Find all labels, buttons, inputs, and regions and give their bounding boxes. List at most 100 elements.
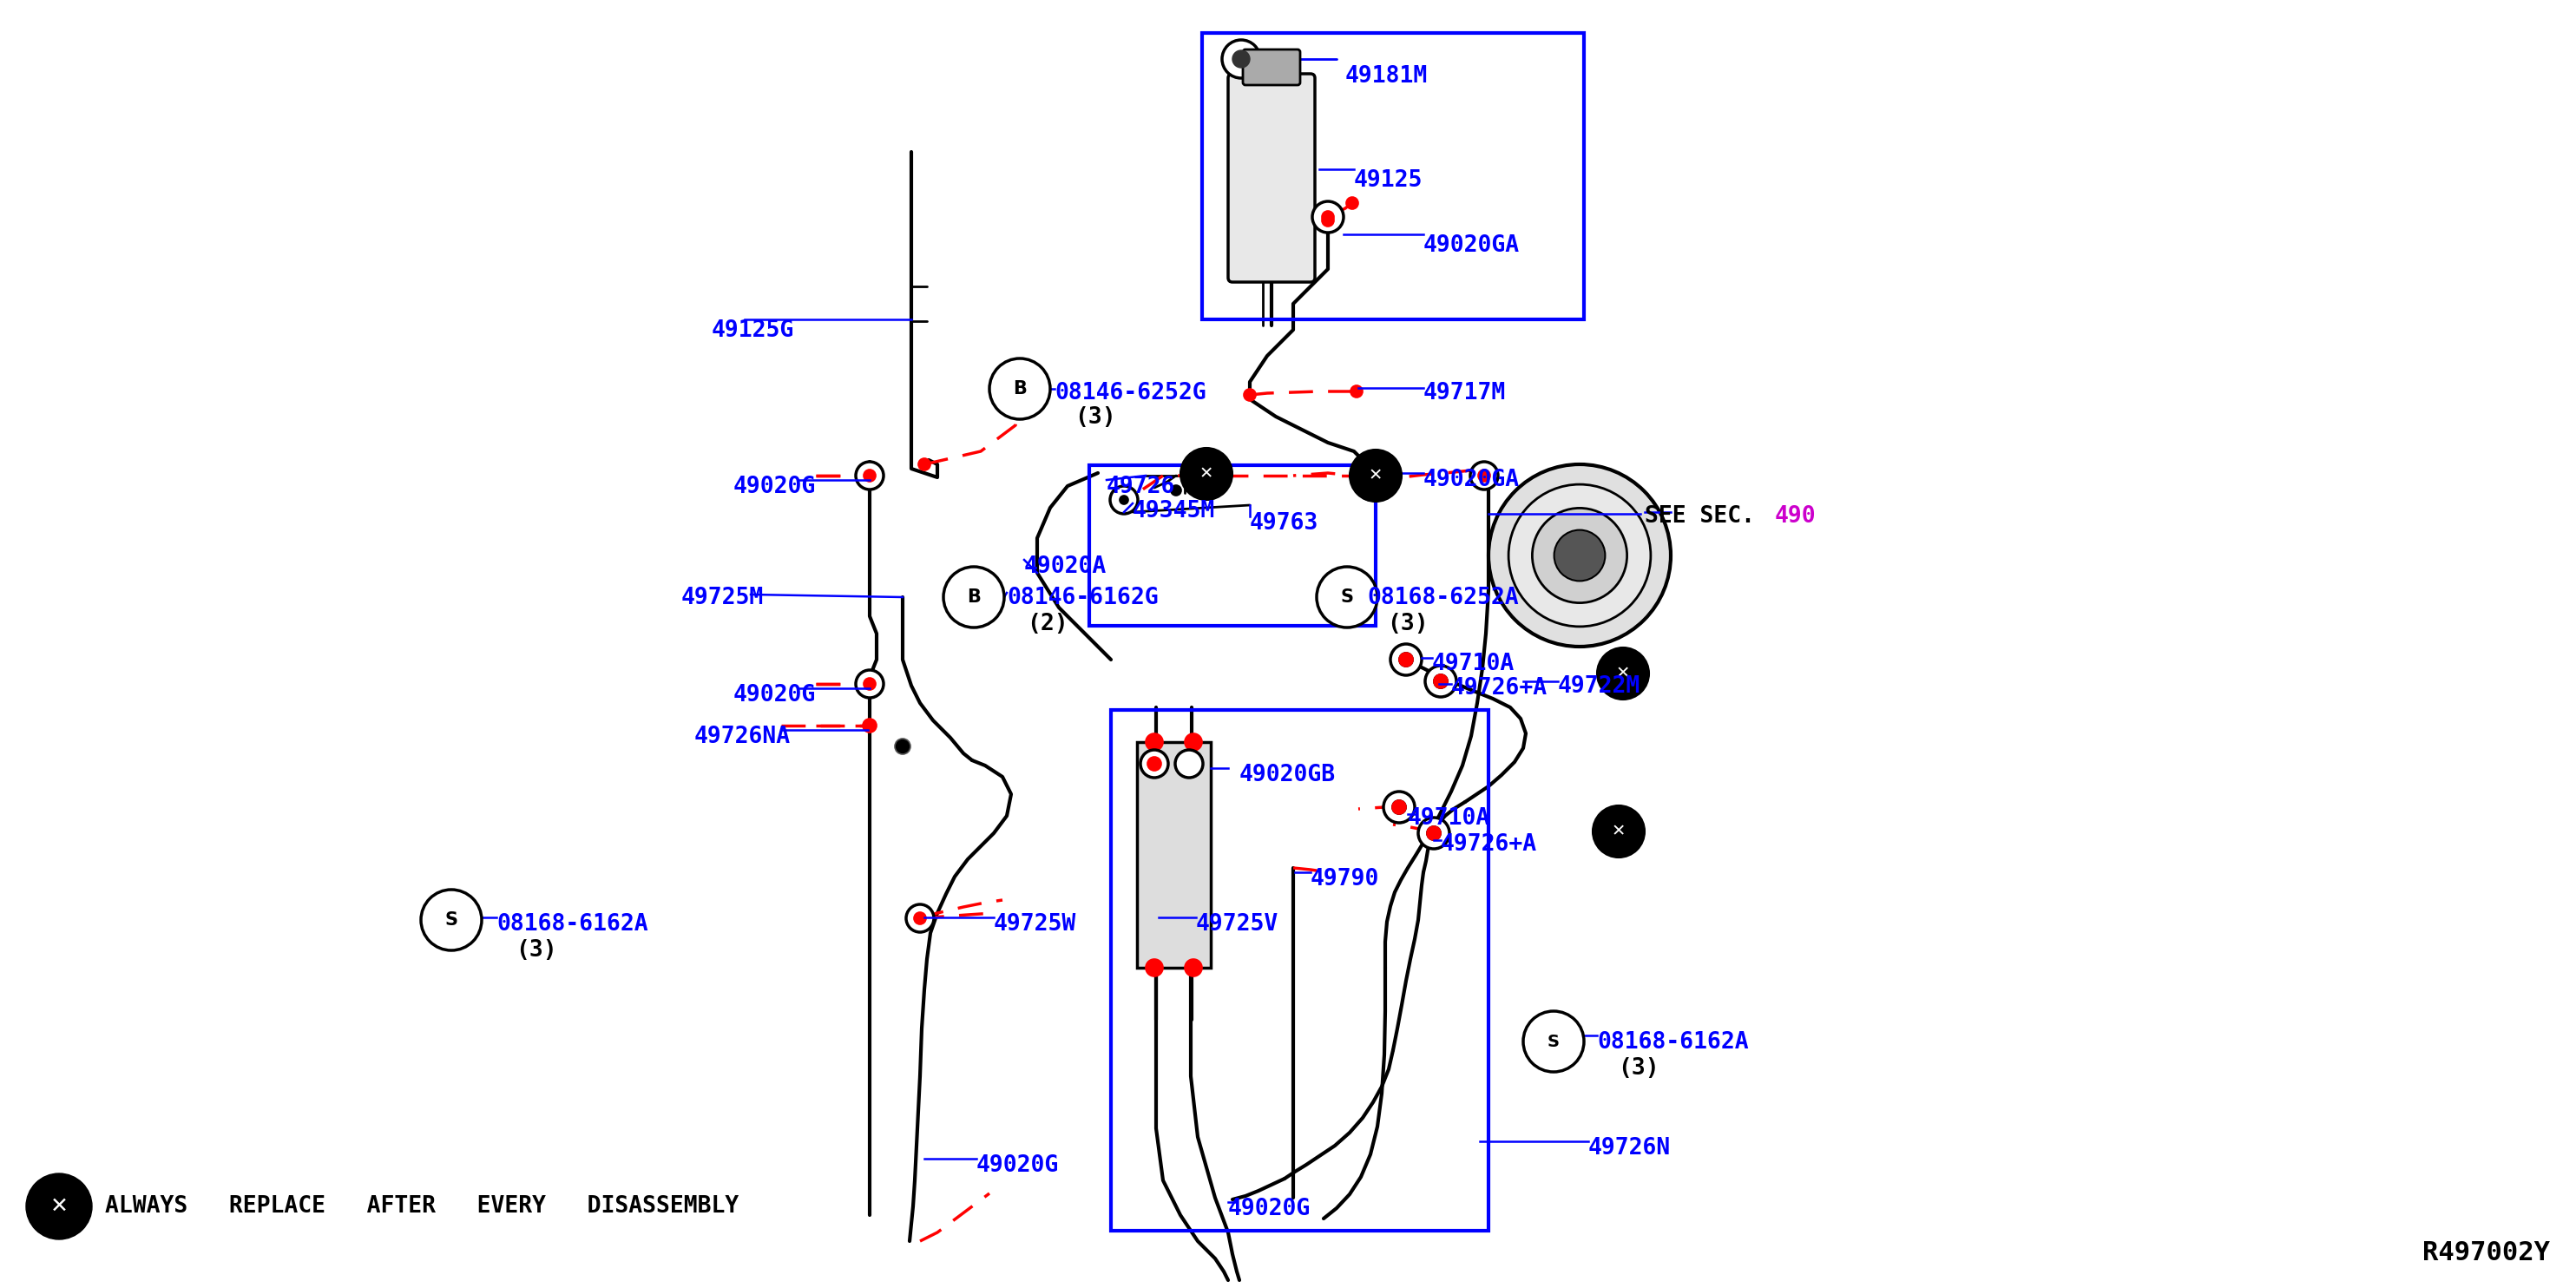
Text: 49722M: 49722M	[1558, 675, 1641, 698]
Circle shape	[26, 1173, 93, 1239]
Circle shape	[1221, 40, 1260, 79]
Text: ✕: ✕	[1200, 466, 1213, 482]
Circle shape	[855, 461, 884, 489]
Text: 08168-6162A: 08168-6162A	[497, 913, 649, 935]
Circle shape	[1121, 496, 1128, 505]
Circle shape	[1383, 792, 1414, 823]
Circle shape	[1553, 529, 1605, 581]
Circle shape	[1350, 450, 1401, 501]
Circle shape	[1175, 750, 1203, 778]
Circle shape	[1489, 465, 1672, 647]
Circle shape	[989, 358, 1051, 419]
Circle shape	[1399, 653, 1414, 667]
Circle shape	[1479, 470, 1492, 482]
Circle shape	[1244, 389, 1257, 401]
Circle shape	[1425, 666, 1455, 697]
Text: 49717M: 49717M	[1425, 381, 1507, 404]
Circle shape	[1510, 484, 1651, 626]
Bar	[1203, 33, 1584, 319]
Text: (3): (3)	[515, 939, 556, 962]
Text: (2): (2)	[1028, 613, 1069, 635]
Text: 49020G: 49020G	[976, 1154, 1059, 1177]
Text: 49020A: 49020A	[1025, 555, 1108, 578]
Circle shape	[1231, 50, 1249, 68]
Circle shape	[1350, 385, 1363, 398]
Circle shape	[907, 904, 935, 933]
Circle shape	[1399, 653, 1414, 667]
Circle shape	[1365, 480, 1378, 492]
Circle shape	[1347, 197, 1358, 209]
Text: ✕: ✕	[1368, 468, 1383, 484]
Circle shape	[914, 912, 927, 925]
Circle shape	[1435, 675, 1448, 688]
Text: 49020GA: 49020GA	[1425, 469, 1520, 491]
Circle shape	[894, 738, 909, 755]
Circle shape	[1391, 800, 1406, 814]
Text: 49726: 49726	[1108, 475, 1175, 498]
Text: (3): (3)	[1386, 613, 1427, 635]
Bar	[1136, 742, 1211, 967]
Circle shape	[1146, 733, 1162, 751]
Text: 08146-6252G: 08146-6252G	[1054, 381, 1206, 404]
Circle shape	[863, 470, 876, 482]
Circle shape	[1365, 480, 1378, 492]
Text: 49725M: 49725M	[680, 587, 765, 609]
Circle shape	[1522, 1011, 1584, 1072]
Text: R497002Y: R497002Y	[2421, 1240, 2550, 1265]
Circle shape	[1185, 733, 1203, 751]
Circle shape	[1316, 567, 1378, 627]
Circle shape	[1146, 960, 1162, 976]
Text: ✕: ✕	[49, 1197, 67, 1217]
Text: B: B	[966, 589, 981, 605]
Circle shape	[1358, 473, 1386, 500]
Circle shape	[1141, 750, 1170, 778]
Text: (3): (3)	[1074, 406, 1115, 429]
Text: 49763: 49763	[1249, 513, 1319, 535]
Text: (3): (3)	[1618, 1057, 1659, 1079]
Circle shape	[1321, 214, 1334, 227]
Text: 49181M: 49181M	[1345, 66, 1427, 88]
Text: S: S	[1340, 589, 1352, 605]
Circle shape	[1110, 486, 1139, 514]
Circle shape	[943, 567, 1005, 627]
Text: SEE SEC.: SEE SEC.	[1643, 505, 1754, 528]
Circle shape	[863, 719, 876, 733]
Text: 49710A: 49710A	[1432, 653, 1515, 675]
Text: 08168-6162A: 08168-6162A	[1597, 1032, 1749, 1054]
Text: 49725W: 49725W	[994, 913, 1077, 935]
Text: 49020GA: 49020GA	[1425, 234, 1520, 256]
Text: 49020G: 49020G	[734, 684, 817, 707]
Circle shape	[1146, 757, 1162, 770]
Text: 49710A: 49710A	[1406, 808, 1492, 829]
Circle shape	[1180, 448, 1231, 500]
Circle shape	[1311, 201, 1345, 233]
Text: ALWAYS   REPLACE   AFTER   EVERY   DISASSEMBLY: ALWAYS REPLACE AFTER EVERY DISASSEMBLY	[106, 1195, 739, 1217]
Circle shape	[1427, 826, 1440, 840]
Circle shape	[1391, 800, 1406, 814]
Text: S: S	[446, 912, 459, 929]
Text: 49345M: 49345M	[1133, 500, 1216, 523]
Circle shape	[1471, 461, 1499, 489]
Text: ✕: ✕	[1615, 666, 1631, 681]
Text: 49125G: 49125G	[711, 319, 793, 341]
Text: 49790: 49790	[1311, 868, 1381, 890]
Circle shape	[855, 670, 884, 698]
Circle shape	[1321, 211, 1334, 223]
Text: B: B	[1012, 380, 1028, 398]
Circle shape	[1533, 507, 1628, 603]
Bar	[1090, 465, 1376, 626]
Text: S: S	[1548, 1033, 1558, 1050]
Text: 49726N: 49726N	[1589, 1137, 1672, 1159]
Circle shape	[863, 677, 876, 690]
Circle shape	[1597, 648, 1649, 699]
Circle shape	[1427, 827, 1440, 840]
Text: 08146-6162G: 08146-6162G	[1007, 587, 1159, 609]
Circle shape	[1592, 805, 1643, 858]
Bar	[1110, 710, 1489, 1231]
Text: 49125: 49125	[1355, 169, 1422, 192]
Text: 49020G: 49020G	[734, 475, 817, 498]
Text: 490: 490	[1775, 505, 1816, 528]
Circle shape	[1391, 644, 1422, 675]
Text: 49725V: 49725V	[1195, 913, 1278, 935]
Text: 49726+A: 49726+A	[1440, 833, 1538, 855]
